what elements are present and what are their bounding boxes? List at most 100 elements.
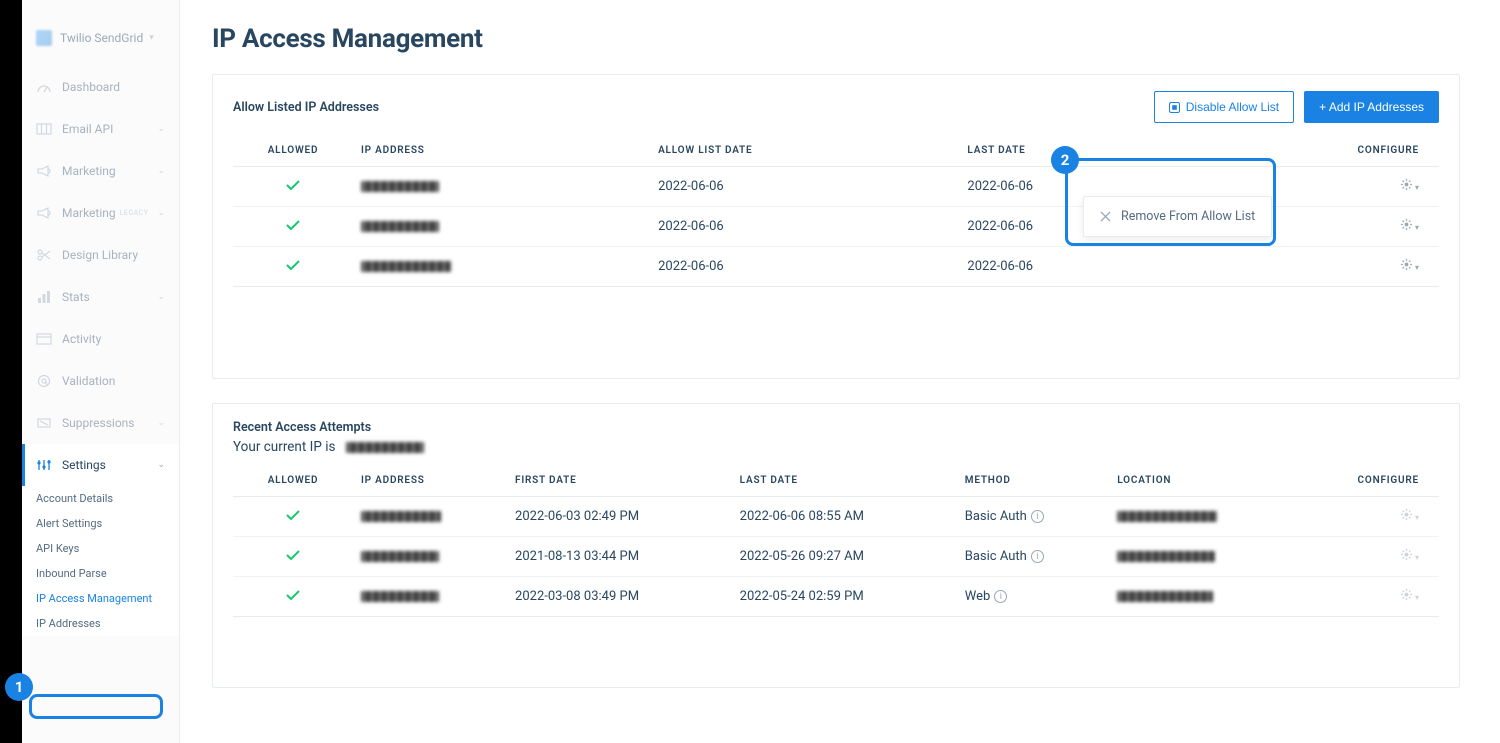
sidebar-item-validation[interactable]: Validation <box>22 360 179 402</box>
settings-submenu: Account DetailsAlert SettingsAPI KeysInb… <box>22 486 179 636</box>
allow-list-date: 2022-06-06 <box>650 247 959 287</box>
chevron-down-icon: ⌄ <box>157 208 165 218</box>
recent-access-card: Recent Access Attempts Your current IP i… <box>212 403 1460 688</box>
sidebar-item-label: Design Library <box>62 248 138 262</box>
chevron-down-icon: ⌄ <box>157 292 165 302</box>
method: Basic Authi <box>957 537 1110 577</box>
last-date: 2022-06-06 <box>959 247 1188 287</box>
current-ip-value-redacted <box>346 442 424 453</box>
nav-group: DashboardEmail API⌄Marketing⌄MarketingLE… <box>22 66 179 486</box>
chevron-down-icon: ⌄ <box>157 124 165 134</box>
sidebar-item-dashboard[interactable]: Dashboard <box>22 66 179 108</box>
sliders-icon <box>36 458 52 472</box>
current-ip-label: Your current IP is <box>233 439 335 455</box>
sidebar-item-label: Activity <box>62 332 101 346</box>
table-row: 2022-06-03 02:49 PM2022-06-06 08:55 AMBa… <box>233 497 1439 537</box>
recent-access-title: Recent Access Attempts <box>213 420 1459 439</box>
configure-gear-button[interactable]: ▾ <box>1400 510 1419 525</box>
sidebar-item-label: Marketing <box>62 164 116 178</box>
sidebar-subitem-ip-addresses[interactable]: IP Addresses <box>22 611 179 636</box>
chevron-down-icon: ⌄ <box>157 166 165 176</box>
page-title: IP Access Management <box>212 24 1460 54</box>
brand-logo-icon <box>36 30 52 46</box>
gauge-icon <box>36 80 52 94</box>
sidebar-subitem-inbound-parse[interactable]: Inbound Parse <box>22 561 179 586</box>
check-icon <box>286 179 300 194</box>
window-icon <box>36 332 52 346</box>
current-ip-line: Your current IP is <box>213 439 1459 465</box>
disable-allow-list-button[interactable]: Disable Allow List <box>1154 91 1294 123</box>
chevron-down-icon: ▾ <box>1415 183 1419 192</box>
allow-list-date: 2022-06-06 <box>650 167 959 207</box>
info-icon[interactable]: i <box>1031 510 1044 523</box>
at-icon <box>36 374 52 388</box>
bar-icon <box>36 290 52 304</box>
callout-badge-1: 1 <box>5 673 33 701</box>
add-ip-addresses-label: + Add IP Addresses <box>1319 100 1424 114</box>
sidebar-item-label: Email API <box>62 122 113 136</box>
chevron-down-icon: ▾ <box>1415 553 1419 562</box>
brand-name: Twilio SendGrid <box>60 31 143 45</box>
info-icon[interactable]: i <box>994 590 1007 603</box>
brand-selector[interactable]: Twilio SendGrid ▾ <box>22 0 179 66</box>
column-header: LOCATION <box>1109 465 1295 497</box>
sidebar-subitem-api-keys[interactable]: API Keys <box>22 536 179 561</box>
left-black-strip <box>0 0 22 743</box>
sidebar-subitem-ip-access-management[interactable]: IP Access Management <box>22 586 179 611</box>
check-icon <box>286 509 300 524</box>
configure-gear-button[interactable]: ▾ <box>1400 220 1419 235</box>
row-action-menu: Remove From Allow List <box>1083 196 1272 237</box>
column-header: ALLOW LIST DATE <box>650 135 959 167</box>
column-header: IP ADDRESS <box>353 465 507 497</box>
first-date: 2021-08-13 03:44 PM <box>507 537 732 577</box>
configure-gear-button[interactable]: ▾ <box>1400 180 1419 195</box>
configure-gear-button[interactable]: ▾ <box>1400 550 1419 565</box>
sidebar-item-activity[interactable]: Activity <box>22 318 179 360</box>
sidebar-item-settings[interactable]: Settings⌄ <box>22 444 179 486</box>
sidebar-item-label: Settings <box>62 458 106 472</box>
add-ip-addresses-button[interactable]: + Add IP Addresses <box>1304 91 1439 123</box>
recent-access-table: ALLOWEDIP ADDRESSFIRST DATELAST DATEMETH… <box>233 465 1439 617</box>
allow-list-title: Allow Listed IP Addresses <box>233 100 379 115</box>
sidebar-item-stats[interactable]: Stats⌄ <box>22 276 179 318</box>
sidebar-item-marketing-legacy[interactable]: MarketingLEGACY⌄ <box>22 192 179 234</box>
chevron-down-icon: ▾ <box>1415 263 1419 272</box>
check-icon <box>286 589 300 604</box>
ip-address-redacted <box>361 551 439 562</box>
configure-gear-button[interactable]: ▾ <box>1400 590 1419 605</box>
sidebar-item-label: Suppressions <box>62 416 135 430</box>
megaphone-icon <box>36 164 52 178</box>
last-date: 2022-05-26 09:27 AM <box>732 537 957 577</box>
column-header: CONFIGURE <box>1188 135 1439 167</box>
check-icon <box>286 219 300 234</box>
remove-from-allow-list-item[interactable]: Remove From Allow List <box>1121 209 1255 224</box>
first-date: 2022-03-08 03:49 PM <box>507 577 732 617</box>
main-content: IP Access Management Allow Listed IP Add… <box>180 0 1500 743</box>
column-header: LAST DATE <box>732 465 957 497</box>
column-header: CONFIGURE <box>1295 465 1439 497</box>
method: Basic Authi <box>957 497 1110 537</box>
sidebar-item-email-api[interactable]: Email API ⌄ <box>22 108 179 150</box>
column-header: IP ADDRESS <box>353 135 650 167</box>
sidebar-item-suppressions[interactable]: Suppressions ⌄ <box>22 402 179 444</box>
sidebar-item-label: Dashboard <box>62 80 120 94</box>
configure-gear-button[interactable]: ▾ <box>1400 260 1419 275</box>
sidebar-subitem-alert-settings[interactable]: Alert Settings <box>22 511 179 536</box>
location-redacted <box>1117 511 1217 522</box>
check-icon <box>286 259 300 274</box>
ip-address-redacted <box>361 181 439 192</box>
disable-icon <box>1169 102 1180 113</box>
chevron-down-icon: ▾ <box>1415 513 1419 522</box>
sidebar-item-design-library[interactable]: Design Library <box>22 234 179 276</box>
chevron-down-icon: ▾ <box>1415 223 1419 232</box>
last-date: 2022-06-06 08:55 AM <box>732 497 957 537</box>
table-row: 2022-03-08 03:49 PM2022-05-24 02:59 PMWe… <box>233 577 1439 617</box>
last-date: 2022-05-24 02:59 PM <box>732 577 957 617</box>
sidebar-subitem-account-details[interactable]: Account Details <box>22 486 179 511</box>
sidebar-item-marketing[interactable]: Marketing ⌄ <box>22 150 179 192</box>
info-icon[interactable]: i <box>1031 550 1044 563</box>
allow-list-date: 2022-06-06 <box>650 207 959 247</box>
close-icon <box>1100 211 1111 222</box>
chevron-down-icon: ⌄ <box>157 418 165 428</box>
allow-list-card: Allow Listed IP Addresses Disable Allow … <box>212 74 1460 379</box>
